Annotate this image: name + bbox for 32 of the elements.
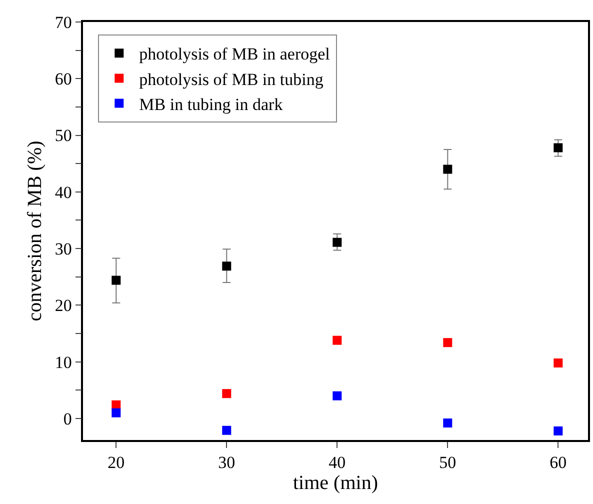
x-tick-label: 30 <box>218 453 236 472</box>
y-tick-label: 50 <box>54 126 72 146</box>
legend-label: MB in tubing in dark <box>139 94 284 114</box>
legend-label: photolysis of MB in tubing <box>139 70 324 89</box>
y-tick-label: 0 <box>63 409 72 428</box>
point <box>332 336 342 345</box>
point <box>112 408 121 418</box>
point <box>332 391 342 400</box>
point <box>222 262 232 271</box>
y-tick-label: 40 <box>54 182 72 202</box>
point <box>443 164 452 174</box>
x-tick-label: 60 <box>550 453 567 472</box>
y-tick-label: 30 <box>54 240 72 259</box>
point <box>222 426 232 435</box>
point <box>112 276 121 285</box>
x-tick-label: 40 <box>328 453 346 472</box>
point <box>443 338 452 348</box>
y-tick-label: 60 <box>54 70 72 89</box>
point <box>554 358 563 368</box>
point <box>443 418 452 428</box>
x-axis-title: time (min) <box>293 472 378 494</box>
x-tick-label: 20 <box>108 453 125 472</box>
y-tick-label: 10 <box>54 352 72 372</box>
y-tick-label: 20 <box>54 296 72 316</box>
x-tick-label: 50 <box>439 453 456 472</box>
point <box>222 389 232 398</box>
y-axis-title: conversion of MB (%) <box>24 140 46 322</box>
point <box>554 426 563 436</box>
legend-label: photolysis of MB in aerogel <box>139 44 330 64</box>
y-tick-label: 70 <box>54 12 72 32</box>
point <box>554 143 563 152</box>
point <box>332 238 342 247</box>
